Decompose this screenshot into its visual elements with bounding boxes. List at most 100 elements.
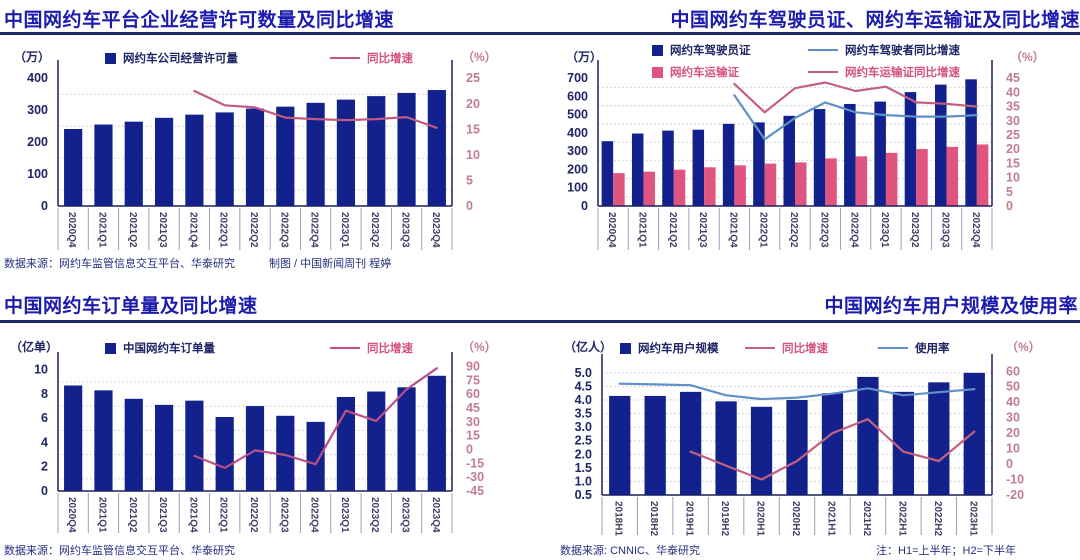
bar: [916, 149, 928, 206]
left-tick-label: 300: [27, 103, 48, 117]
x-category-label: 2023Q4: [430, 497, 441, 533]
bar: [124, 398, 143, 491]
right-tick-label: 0: [466, 442, 473, 456]
left-tick-label: 1.5: [575, 461, 592, 475]
bar: [734, 165, 746, 206]
left-tick-label: 1.0: [575, 474, 592, 488]
bar: [935, 84, 947, 206]
left-tick-label: 4.5: [575, 379, 592, 393]
x-axis-labels: 2020Q4 2021Q1 2021Q2 2021Q3 2021Q4 2022Q1 2022…: [597, 208, 993, 250]
chart-user-scale: 2018H1 2018H2 2019H1 2019H2 2020H1 2020H2 2021…: [540, 326, 1080, 560]
bar: [844, 103, 856, 206]
bar: [976, 144, 989, 206]
right-tick-label: 20: [1006, 426, 1020, 440]
x-category-label: 2023Q1: [339, 497, 350, 533]
bar: [821, 393, 844, 495]
chart-platform-license: 2020Q4 2021Q1 2021Q2 2021Q3 2021Q4 2022Q1 2022…: [0, 38, 540, 280]
x-category-label: 2023Q4: [970, 212, 981, 248]
x-category-label: 2021Q2: [667, 212, 678, 248]
right-tick-label: 90: [466, 359, 480, 373]
right-tick-label: 15: [1006, 156, 1020, 170]
source-bottom-right: 数据来源: CNNIC、华泰研究 注：H1=上半年；H2=下半年: [560, 542, 1016, 558]
x-axis-labels: 2020Q4 2021Q1 2021Q2 2021Q3 2021Q4 2022Q1 2022…: [57, 208, 453, 250]
x-category-label: 2022Q2: [788, 212, 799, 248]
bar: [397, 92, 416, 206]
bar: [215, 112, 234, 206]
left-tick-label: 300: [567, 144, 588, 158]
x-category-label: 2020Q4: [66, 212, 77, 248]
right-tick-label: 45: [466, 401, 480, 415]
left-tick-label: 0.5: [575, 488, 592, 502]
right-tick-label: -15: [466, 456, 484, 470]
bar: [680, 391, 702, 495]
right-tick-label: 0: [1006, 457, 1013, 471]
bar: [185, 114, 204, 206]
bar: [892, 391, 914, 495]
x-category-label: 2022Q4: [849, 212, 860, 248]
bar: [336, 99, 356, 206]
bar: [306, 102, 325, 206]
x-category-label: 2021Q4: [187, 497, 198, 533]
bar: [64, 129, 83, 206]
left-tick-label: 500: [567, 108, 588, 122]
x-category-label: 2021Q2: [127, 212, 138, 248]
left-tick-label: 3.5: [575, 407, 592, 421]
right-axis-unit: （%）: [462, 50, 497, 64]
x-category-label: 2021Q3: [157, 497, 168, 533]
right-tick-label: 45: [1006, 71, 1020, 85]
divider-top: [0, 32, 1080, 35]
bar: [631, 133, 644, 206]
bar: [94, 390, 113, 491]
left-tick-label: 400: [567, 126, 588, 140]
bar: [722, 123, 735, 206]
left-tick-label: 6: [41, 411, 48, 425]
left-tick-label: 600: [567, 89, 588, 103]
x-category-label: 2023Q4: [430, 212, 441, 248]
x-category-label: 2018H1: [613, 501, 624, 536]
bar: [673, 169, 686, 206]
left-axis-unit: （万）: [566, 50, 603, 64]
x-category-label: 2022Q2: [248, 212, 259, 248]
x-category-label: 2022H1: [896, 501, 907, 536]
bar: [215, 417, 234, 491]
line-series-同比增速: [193, 89, 438, 129]
x-category-label: 2021Q1: [96, 497, 107, 533]
bar: [874, 101, 886, 206]
right-tick-label: 15: [466, 122, 480, 136]
left-tick-label: 4.0: [575, 393, 592, 407]
bar: [124, 121, 143, 206]
chart-canvas-platform-license: 2020Q4 2021Q1 2021Q2 2021Q3 2021Q4 2022Q1 2022…: [27, 60, 480, 250]
left-axis-unit: （亿人）: [564, 340, 613, 354]
left-tick-label: 8: [41, 387, 48, 401]
bar: [825, 158, 837, 206]
line-series-使用率: [618, 382, 976, 401]
bar: [946, 146, 959, 206]
right-tick-label: 5: [1006, 185, 1013, 199]
right-tick-label: 40: [1006, 85, 1020, 99]
x-category-label: 2023H1: [967, 501, 978, 536]
right-tick-label: 40: [1006, 395, 1020, 409]
left-axis-unit: （亿单）: [10, 340, 59, 354]
x-category-label: 2019H2: [719, 501, 730, 536]
bar: [367, 96, 386, 206]
source-top-left: 数据来源：网约车监管信息交互平台、华泰研究 制图 / 中国新闻周刊 程婷: [4, 255, 391, 271]
bar: [786, 400, 808, 495]
right-axis-unit: （%）: [462, 340, 497, 354]
bar: [715, 401, 737, 495]
right-tick-label: -45: [466, 484, 484, 498]
source-text: 数据来源：网约车监管信息交互平台、华泰研究: [4, 545, 235, 557]
line-series-网约车驾驶者同比增速: [733, 94, 978, 141]
left-tick-label: 100: [567, 181, 588, 195]
bar: [427, 90, 446, 206]
bars-网约车运输证: [613, 144, 989, 206]
right-tick-label: 15: [466, 429, 480, 443]
right-tick-label: 50: [1006, 380, 1020, 394]
bar: [704, 167, 716, 206]
x-category-label: 2023Q2: [909, 212, 920, 248]
x-category-label: 2020H1: [755, 501, 766, 536]
right-tick-label: 35: [1006, 100, 1020, 114]
right-axis-unit: （%）: [1006, 340, 1041, 354]
bar: [613, 173, 625, 206]
